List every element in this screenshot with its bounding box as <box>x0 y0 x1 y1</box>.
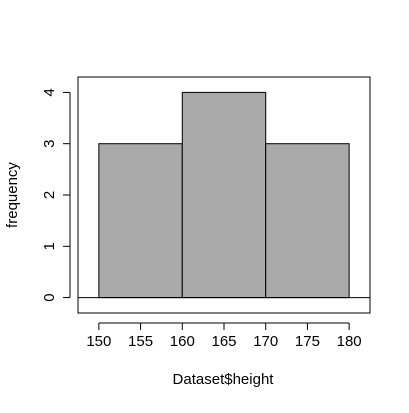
bars-layer <box>98 91 350 299</box>
histogram-bar-2 <box>181 91 267 299</box>
x-axis: 150 155 160 165 170 175 180 <box>86 322 362 350</box>
histogram-bar-1 <box>98 143 183 299</box>
x-tick-label-150: 150 <box>86 333 111 350</box>
x-axis-label: Dataset$height <box>173 371 275 388</box>
histogram-bar-3 <box>265 143 350 299</box>
x-tick-label-175: 175 <box>295 333 320 350</box>
y-tick-label-4: 4 <box>41 88 58 96</box>
y-tick-label-1: 1 <box>41 242 58 250</box>
x-tick-label-165: 165 <box>211 333 236 350</box>
y-tick-label-0: 0 <box>41 293 58 301</box>
y-axis-label: frequency <box>4 162 21 228</box>
x-tick-label-170: 170 <box>253 333 278 350</box>
y-tick-label-3: 3 <box>41 140 58 148</box>
y-axis: 0 1 2 3 4 <box>41 88 71 302</box>
x-tick-label-160: 160 <box>170 333 195 350</box>
x-tick-label-155: 155 <box>128 333 153 350</box>
y-tick-label-2: 2 <box>41 191 58 199</box>
x-tick-label-180: 180 <box>337 333 362 350</box>
plot-frame <box>77 76 371 314</box>
